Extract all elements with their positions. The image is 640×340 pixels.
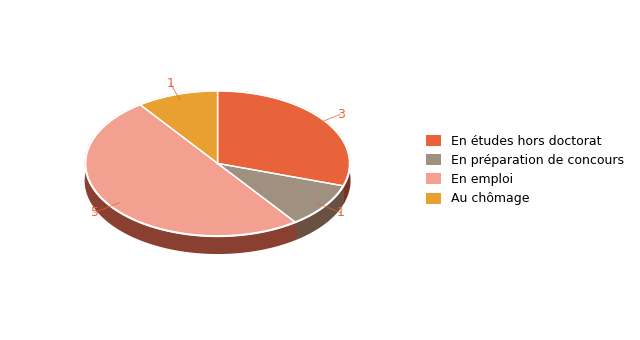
Text: 5: 5 — [90, 206, 99, 219]
Polygon shape — [140, 104, 218, 181]
Text: 1: 1 — [166, 77, 175, 90]
Polygon shape — [218, 164, 295, 239]
Polygon shape — [85, 104, 295, 253]
Polygon shape — [218, 91, 350, 203]
Polygon shape — [85, 104, 295, 236]
Polygon shape — [218, 164, 344, 222]
Legend: En études hors doctorat, En préparation de concours, En emploi, Au chômage: En études hors doctorat, En préparation … — [422, 131, 627, 209]
Polygon shape — [218, 164, 344, 203]
Polygon shape — [295, 186, 344, 239]
Text: 1: 1 — [337, 206, 344, 219]
Polygon shape — [140, 91, 218, 122]
Polygon shape — [218, 91, 350, 186]
Polygon shape — [218, 164, 295, 239]
Polygon shape — [218, 164, 344, 203]
Polygon shape — [140, 91, 218, 164]
Polygon shape — [140, 104, 218, 181]
Text: 3: 3 — [337, 108, 344, 121]
